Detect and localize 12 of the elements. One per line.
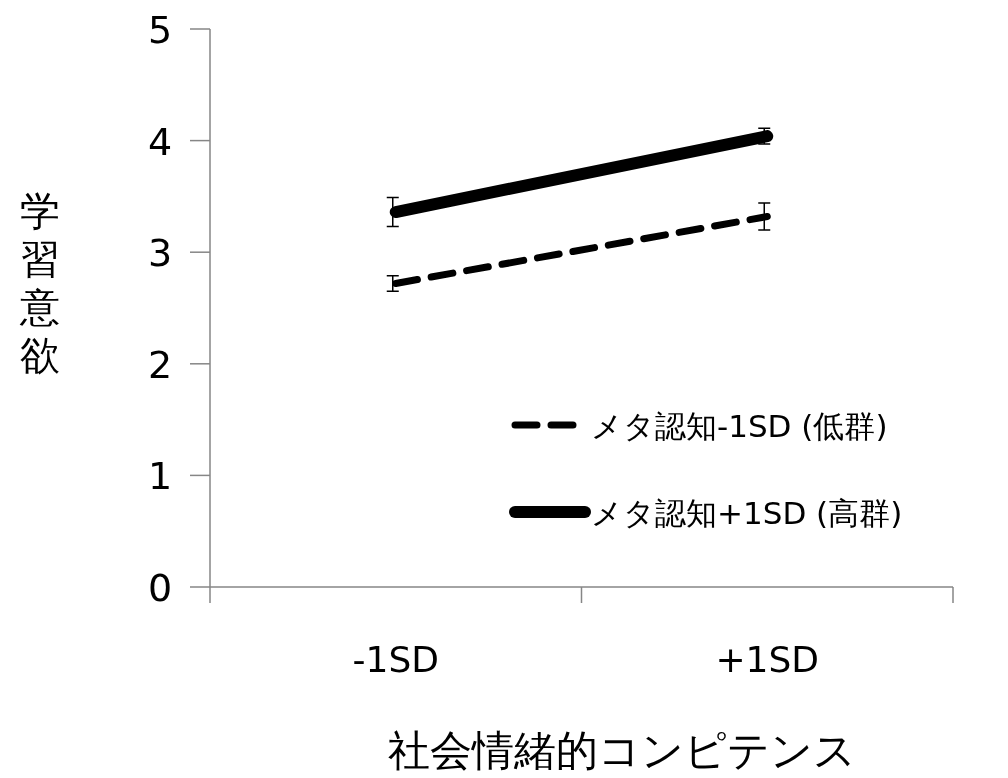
- y-tick-label: 3: [147, 231, 173, 276]
- x-axis-title: 社会情緒的コンピテンス: [387, 726, 856, 775]
- legend-label: メタ認知-1SD (低群): [591, 408, 888, 444]
- y-axis-title: 学習意欲: [19, 188, 60, 378]
- legend-label: メタ認知+1SD (高群): [591, 495, 903, 531]
- x-tick-label: -1SD: [352, 639, 439, 680]
- y-tick-label: 0: [147, 566, 173, 610]
- y-tick-label: 2: [147, 342, 173, 387]
- y-tick-label: 1: [147, 454, 173, 499]
- x-tick-label: +1SD: [715, 639, 820, 680]
- y-tick-label: 4: [147, 119, 173, 164]
- y-tick-label: 5: [147, 8, 173, 52]
